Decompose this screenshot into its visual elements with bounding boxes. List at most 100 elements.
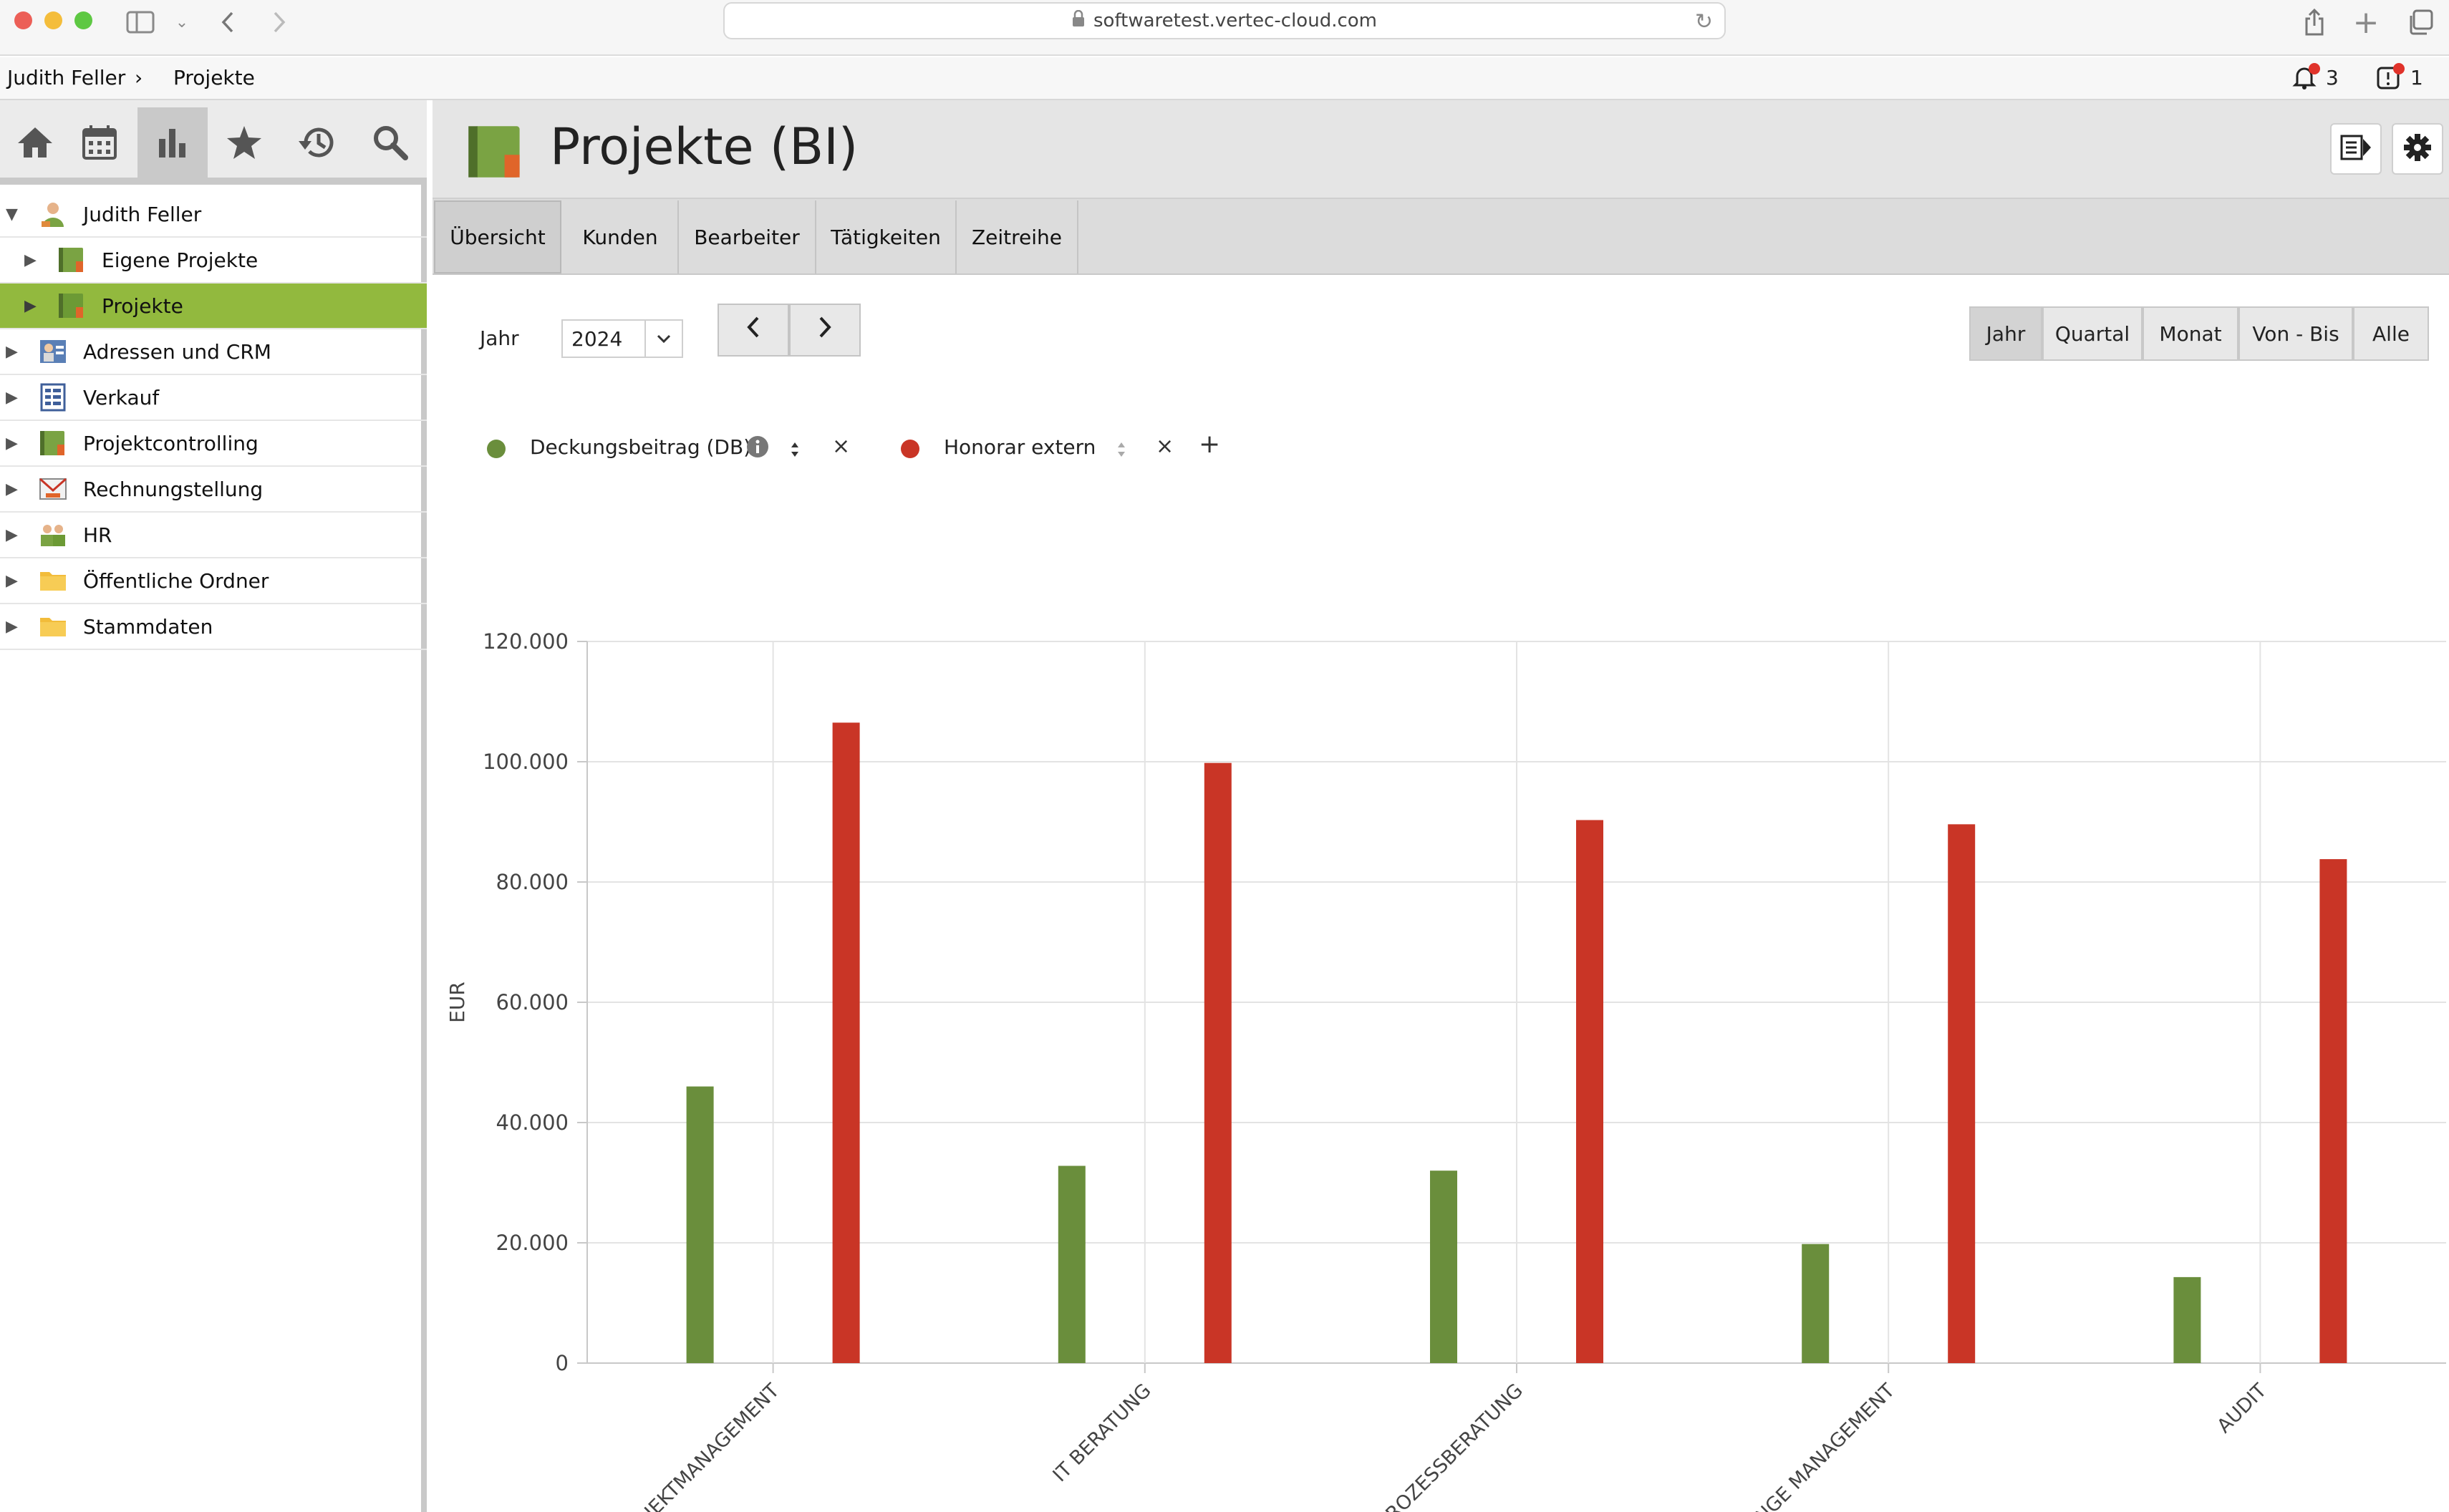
- bell-icon: [2291, 63, 2320, 90]
- range-von-bis-button[interactable]: Von - Bis: [2238, 306, 2353, 361]
- close-window-button[interactable]: [14, 11, 32, 29]
- expand-arrow-icon[interactable]: ▶: [6, 388, 18, 407]
- minimize-window-button[interactable]: [44, 11, 62, 29]
- year-select[interactable]: 2024: [561, 319, 683, 358]
- legend-label-honorar[interactable]: Honorar extern: [944, 435, 1096, 459]
- legend-color-honorar: [901, 440, 919, 458]
- sidebar-toolbar: [0, 100, 427, 185]
- range-quartal-button[interactable]: Quartal: [2042, 306, 2143, 361]
- star-icon[interactable]: [209, 107, 279, 178]
- range-jahr-button[interactable]: Jahr: [1969, 306, 2042, 361]
- home-icon[interactable]: [0, 107, 70, 178]
- share-icon[interactable]: [2294, 4, 2334, 40]
- back-button[interactable]: [208, 4, 248, 40]
- range-monat-button[interactable]: Monat: [2143, 306, 2238, 361]
- tree-item-oeffentliche-ordner[interactable]: ▶ Öffentliche Ordner: [0, 558, 427, 604]
- calendar-icon[interactable]: [64, 107, 135, 178]
- x-category-label: PROJEKTMANAGEMENT: [612, 1380, 784, 1512]
- tab-kunden[interactable]: Kunden: [563, 200, 679, 273]
- tree-item-hr[interactable]: ▶ HR: [0, 513, 427, 558]
- chevron-down-icon[interactable]: ⌄: [175, 13, 189, 32]
- previous-period-button[interactable]: [718, 304, 789, 357]
- expand-arrow-icon[interactable]: ▶: [6, 525, 18, 544]
- year-value: 2024: [571, 326, 623, 351]
- add-series-icon[interactable]: +: [1199, 430, 1221, 459]
- bar-honorar-extern[interactable]: [1204, 762, 1232, 1363]
- panel-toggle-button[interactable]: [2330, 123, 2382, 175]
- expand-arrow-icon[interactable]: ▶: [6, 480, 18, 498]
- tab-overview-icon[interactable]: [2400, 4, 2440, 40]
- reload-icon[interactable]: ↻: [1694, 9, 1713, 34]
- legend-label-db[interactable]: Deckungsbeitrag (DB): [530, 435, 752, 459]
- bar-deckungsbeitrag[interactable]: [1802, 1244, 1830, 1363]
- sort-icon[interactable]: [1116, 440, 1127, 465]
- y-tick-label: 60.000: [496, 990, 569, 1014]
- expand-arrow-icon[interactable]: ▶: [6, 571, 18, 590]
- breadcrumb-current[interactable]: Projekte: [173, 66, 255, 89]
- tree-item-verkauf[interactable]: ▶ Verkauf: [0, 375, 427, 421]
- folder-icon: [39, 612, 67, 641]
- people-icon: [39, 520, 67, 549]
- expand-arrow-icon[interactable]: ▶: [24, 296, 37, 315]
- app-header: Judith Feller › Projekte 3 1: [0, 57, 2449, 100]
- tasks-button[interactable]: 1: [2376, 63, 2423, 90]
- bar-honorar-extern[interactable]: [1948, 824, 1976, 1363]
- y-tick-label: 120.000: [483, 629, 569, 654]
- sort-icon[interactable]: [789, 440, 801, 465]
- task-count: 1: [2410, 65, 2423, 89]
- history-icon[interactable]: [282, 107, 352, 178]
- settings-button[interactable]: [2392, 123, 2443, 175]
- address-bar[interactable]: softwaretest.vertec-cloud.com ↻: [723, 2, 1726, 39]
- notifications-button[interactable]: 3: [2291, 63, 2339, 90]
- bar-deckungsbeitrag[interactable]: [1058, 1166, 1086, 1363]
- gear-icon: [2403, 133, 2432, 165]
- tree-item-adressen-und-crm[interactable]: ▶ Adressen und CRM: [0, 329, 427, 375]
- collapse-arrow-icon[interactable]: ▼: [6, 205, 18, 223]
- tab-uebersicht[interactable]: Übersicht: [434, 200, 561, 273]
- search-icon[interactable]: [355, 107, 425, 178]
- remove-series-icon[interactable]: ×: [832, 434, 851, 459]
- sales-icon: [39, 383, 67, 412]
- expand-arrow-icon[interactable]: ▶: [6, 342, 18, 361]
- bar-honorar-extern[interactable]: [1576, 820, 1603, 1363]
- chart-icon[interactable]: [137, 107, 208, 178]
- sidebar-toggle-icon[interactable]: [120, 4, 160, 40]
- tree-item-projekte[interactable]: ▶ Projekte: [0, 284, 427, 329]
- tree-item-eigene-projekte[interactable]: ▶ Eigene Projekte: [0, 238, 427, 284]
- chevron-left-icon: [745, 316, 761, 345]
- expand-arrow-icon[interactable]: ▶: [6, 617, 18, 636]
- forward-button[interactable]: [259, 4, 299, 40]
- tree-item-projektcontrolling[interactable]: ▶ Projektcontrolling: [0, 421, 427, 467]
- breadcrumb-user[interactable]: Judith Feller: [7, 66, 126, 89]
- new-tab-icon[interactable]: +: [2352, 4, 2380, 41]
- tab-bearbeiter[interactable]: Bearbeiter: [679, 200, 816, 273]
- legend-color-db: [487, 440, 506, 458]
- bar-deckungsbeitrag[interactable]: [686, 1086, 714, 1363]
- bar-deckungsbeitrag[interactable]: [1430, 1171, 1457, 1363]
- bar-honorar-extern[interactable]: [2319, 859, 2347, 1363]
- lock-icon: [1072, 9, 1085, 32]
- range-alle-button[interactable]: Alle: [2353, 306, 2429, 361]
- tree-item-rechnungstellung[interactable]: ▶ Rechnungstellung: [0, 467, 427, 513]
- url-text: softwaretest.vertec-cloud.com: [1093, 10, 1377, 32]
- expand-arrow-icon[interactable]: ▶: [24, 251, 37, 269]
- info-icon[interactable]: [746, 435, 769, 464]
- chevron-right-icon: [817, 316, 833, 345]
- bar-deckungsbeitrag[interactable]: [2173, 1276, 2201, 1363]
- tree-item-label: Verkauf: [83, 385, 160, 410]
- expand-arrow-icon[interactable]: ▶: [6, 434, 18, 452]
- user-icon: [39, 200, 67, 228]
- remove-series-icon[interactable]: ×: [1156, 434, 1174, 459]
- next-period-button[interactable]: [789, 304, 861, 357]
- tab-taetigkeiten[interactable]: Tätigkeiten: [816, 200, 957, 273]
- zoom-window-button[interactable]: [74, 11, 92, 29]
- tree-item-label: Projektcontrolling: [83, 431, 259, 455]
- page-header: Projekte (BI): [433, 100, 2449, 199]
- filter-controls: Jahr 2024 Jahr Quartal Monat Von - Bis A…: [433, 275, 2449, 418]
- tree-item-stammdaten[interactable]: ▶ Stammdaten: [0, 604, 427, 650]
- tree-item-label: Rechnungstellung: [83, 477, 264, 501]
- tree-item-judith-feller[interactable]: ▼ Judith Feller: [0, 192, 427, 238]
- tab-zeitreihe[interactable]: Zeitreihe: [957, 200, 1078, 273]
- bar-honorar-extern[interactable]: [832, 722, 860, 1363]
- chart-legend: Deckungsbeitrag (DB) × Honorar extern × …: [433, 418, 2449, 475]
